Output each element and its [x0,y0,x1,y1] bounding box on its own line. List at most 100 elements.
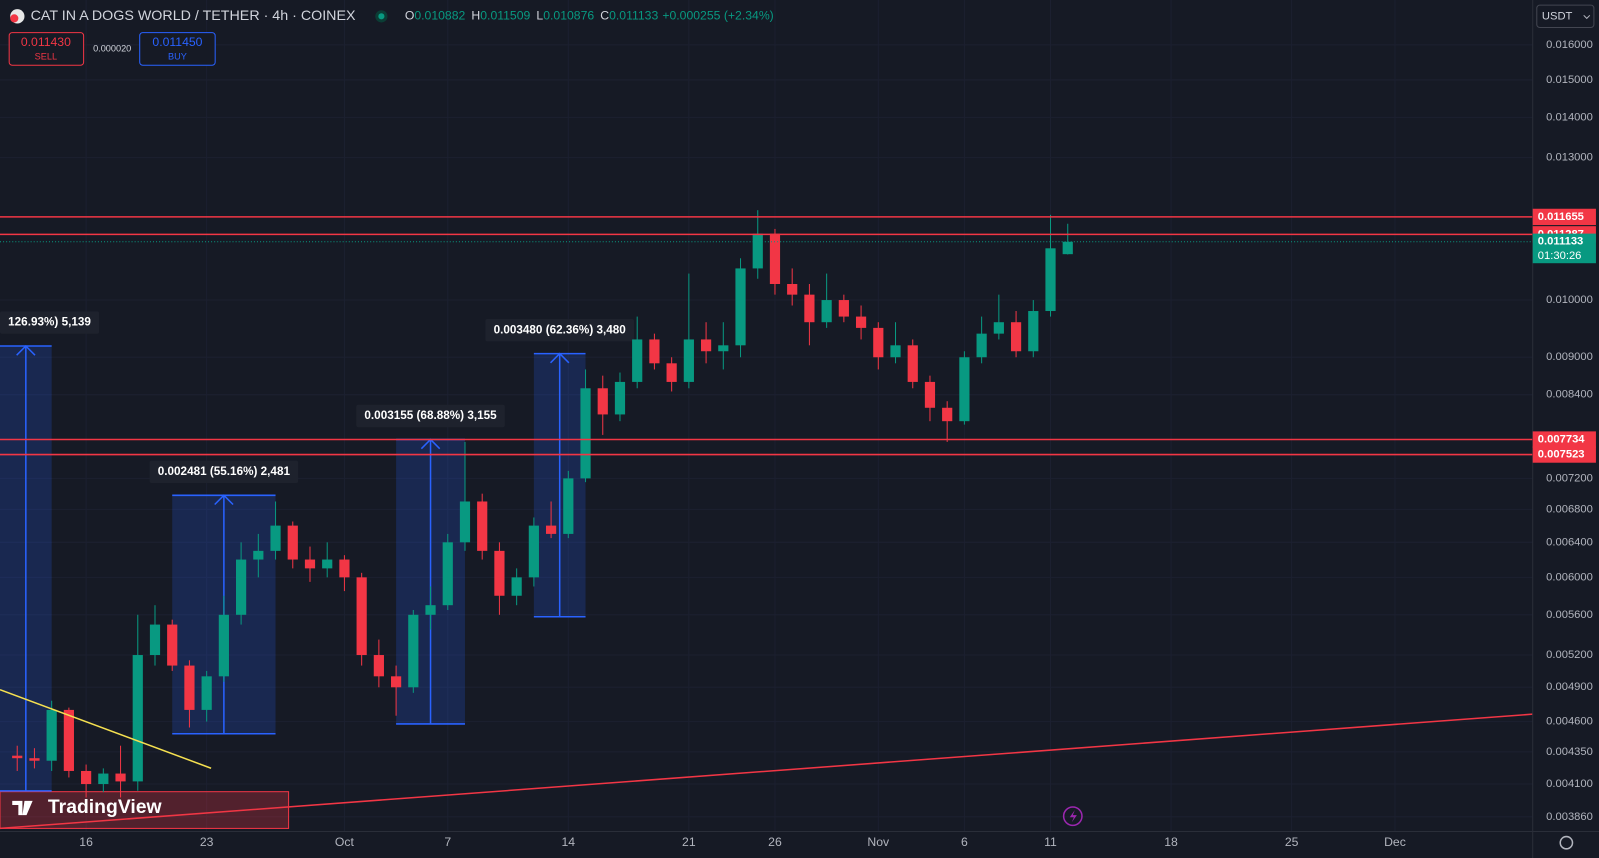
candle-body [304,559,316,569]
y-tick-label: 0.004100 [1546,778,1593,790]
candle-body [563,478,574,534]
level-label: 0.007523 [1538,449,1585,461]
ohlc-label: L [536,9,543,23]
trend-line[interactable] [0,688,212,769]
candle-body [632,339,643,382]
candle-body [322,559,333,569]
last-price-bg [1532,233,1596,264]
candle-body [287,525,298,560]
candles [12,210,1073,798]
countdown: 01:30:26 [1538,250,1582,262]
logo-mark [12,800,33,816]
candle-body [838,300,849,317]
candle-body [993,322,1004,334]
candle-body [976,333,987,358]
candle-body [339,559,350,578]
sell-button[interactable] [8,32,85,66]
measure-label: 126.93%) 5,139 [8,316,91,329]
axis-labels: 0.016000 0.015000 0.014000 0.013000 0.010000… [79,39,1593,849]
levels [0,216,1533,456]
price-labels: 0.0116550.0112870.0077340.0075230.011133… [1532,208,1596,463]
candle-body [683,339,694,382]
candle-body [649,339,660,364]
ohlc-change: +0.000255 (+2.34%) [662,9,773,23]
x-tick-label: 7 [444,835,451,849]
candle-body [718,345,729,352]
y-tick-label: 0.004900 [1546,681,1593,693]
candle-body [236,559,247,615]
level-label: 0.007734 [1538,434,1585,446]
candle-body [12,755,23,759]
ohlc-value: 0.011509 [480,9,530,23]
ohlc-label: C [600,9,609,23]
symbol-icon [10,14,19,23]
measure-arrowhead [214,494,234,506]
candle-body [425,605,436,615]
candle-body [873,327,884,358]
last-price-label: 0.011133 [1538,236,1583,248]
candle-body [442,542,453,606]
candle-body [270,525,281,551]
candle-body [769,233,781,285]
event-icon[interactable] [1062,806,1083,827]
y-tick-label: 0.014000 [1546,111,1593,123]
currency: USDT [1542,10,1573,22]
logo-text[interactable]: TradingView [48,796,163,818]
candle-body [907,345,918,382]
candle-body [81,770,92,785]
x-tick-label: Oct [335,835,355,849]
ohlc: O0.010882 H0.011509 L0.010876 C0.011133 +0.0… [405,9,774,23]
buy-button[interactable] [139,32,216,66]
candle-body [477,501,488,551]
y-tick-label: 0.013000 [1546,152,1593,164]
currency-select[interactable] [1536,4,1595,29]
candle-body [597,388,608,415]
settings-icon[interactable] [1559,835,1574,850]
y-tick-label: 0.004600 [1546,716,1593,728]
y-tick-label: 0.006000 [1546,571,1593,583]
candle-body [666,363,677,382]
level-label-bg [1532,446,1596,463]
measure-label: 0.003155 (68.88%) 3,155 [364,409,497,422]
candle-body [1045,248,1056,312]
x-tick-label: Dec [1384,835,1406,849]
candle-body [201,676,212,710]
trend-line[interactable] [0,713,1533,830]
candle-body [167,624,178,666]
y-tick-label: 0.016000 [1546,39,1593,51]
symbol-title[interactable]: CAT IN A DOGS WORLD / TETHER · 4h · COIN… [31,8,356,24]
sell-price: 0.011430 [21,35,71,49]
candle-body [804,294,815,323]
rectangle-drawing[interactable] [0,791,290,829]
candle-body [1028,311,1039,352]
y-tick-label: 0.010000 [1546,294,1593,306]
candle-body [787,284,798,295]
time-axis [0,831,1533,858]
candle-body [942,407,953,422]
level-label: 0.011655 [1538,211,1584,223]
ohlc-label: H [471,9,480,23]
candle-body [63,709,74,771]
candle-body [821,300,832,323]
level-label-bg [1532,431,1596,448]
x-tick-label: 11 [1044,835,1057,849]
x-tick-label: 14 [562,835,576,849]
candle-body [253,550,264,560]
candle-body [408,614,419,688]
x-tick-label: 18 [1164,835,1178,849]
candle-body [924,381,936,408]
candle-body [46,709,57,761]
buy-price: 0.011450 [152,35,202,49]
y-tick-label: 0.006400 [1546,536,1593,548]
candle-body [855,316,867,328]
dropdown-arrow [1583,14,1591,20]
candle-body [752,233,763,269]
measure-label-bg [485,318,634,342]
candle-body [390,676,402,688]
measures: 126.93%) 5,139 0.002481 (55.16%) 2,481 0.0… [0,311,634,792]
candle-body [356,577,367,656]
y-tick-label: 0.015000 [1546,74,1593,86]
candle-body [528,525,539,578]
y-tick-label: 0.009000 [1546,351,1593,363]
candle-body [890,345,901,358]
